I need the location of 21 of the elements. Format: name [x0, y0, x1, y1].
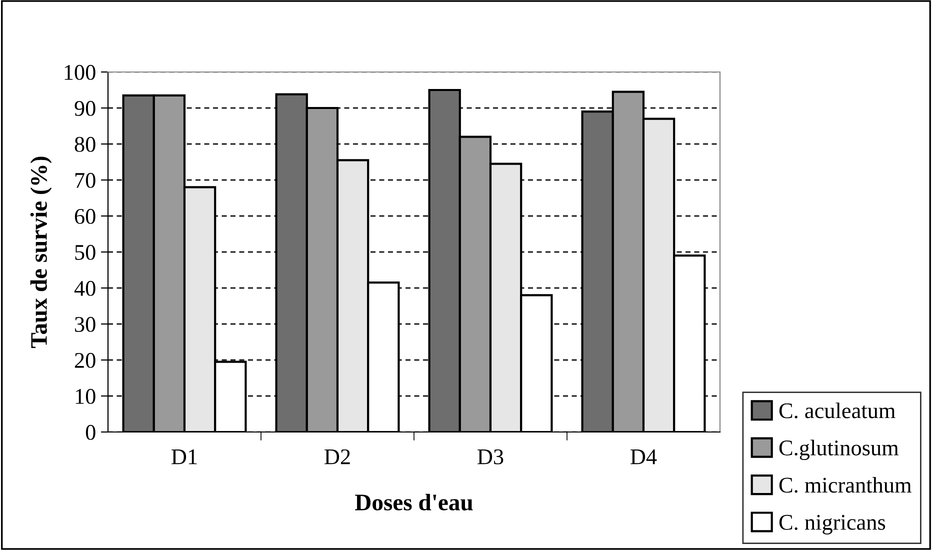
legend-label: C. micranthum — [779, 477, 912, 493]
y-axis-title: Taux de survie (%) — [30, 156, 52, 348]
y-tick-label: 100 — [64, 64, 96, 80]
x-tick-label: D4 — [630, 449, 657, 464]
y-tick-label: 40 — [74, 280, 96, 296]
y-tick-label: 10 — [76, 388, 96, 404]
y-tick-label: 60 — [74, 208, 96, 224]
y-tick-label: 20 — [74, 352, 96, 368]
x-tick-label: D1 — [172, 449, 197, 464]
y-tick-label: 80 — [74, 136, 96, 152]
y-tick-label: 70 — [75, 172, 96, 188]
x-axis-title: Doses d'eau — [355, 494, 473, 510]
legend-label: C.glutinosum — [779, 440, 899, 460]
y-tick-label: 0 — [86, 424, 96, 440]
x-tick-label: D2 — [324, 449, 350, 464]
y-tick-label: 50 — [75, 244, 96, 260]
legend-label: C. aculeatum — [779, 402, 896, 418]
legend-label: C. nigricans — [779, 514, 886, 534]
x-tick-label: D3 — [478, 449, 504, 464]
y-tick-label: 90 — [74, 100, 96, 116]
y-tick-label: 30 — [75, 316, 96, 332]
